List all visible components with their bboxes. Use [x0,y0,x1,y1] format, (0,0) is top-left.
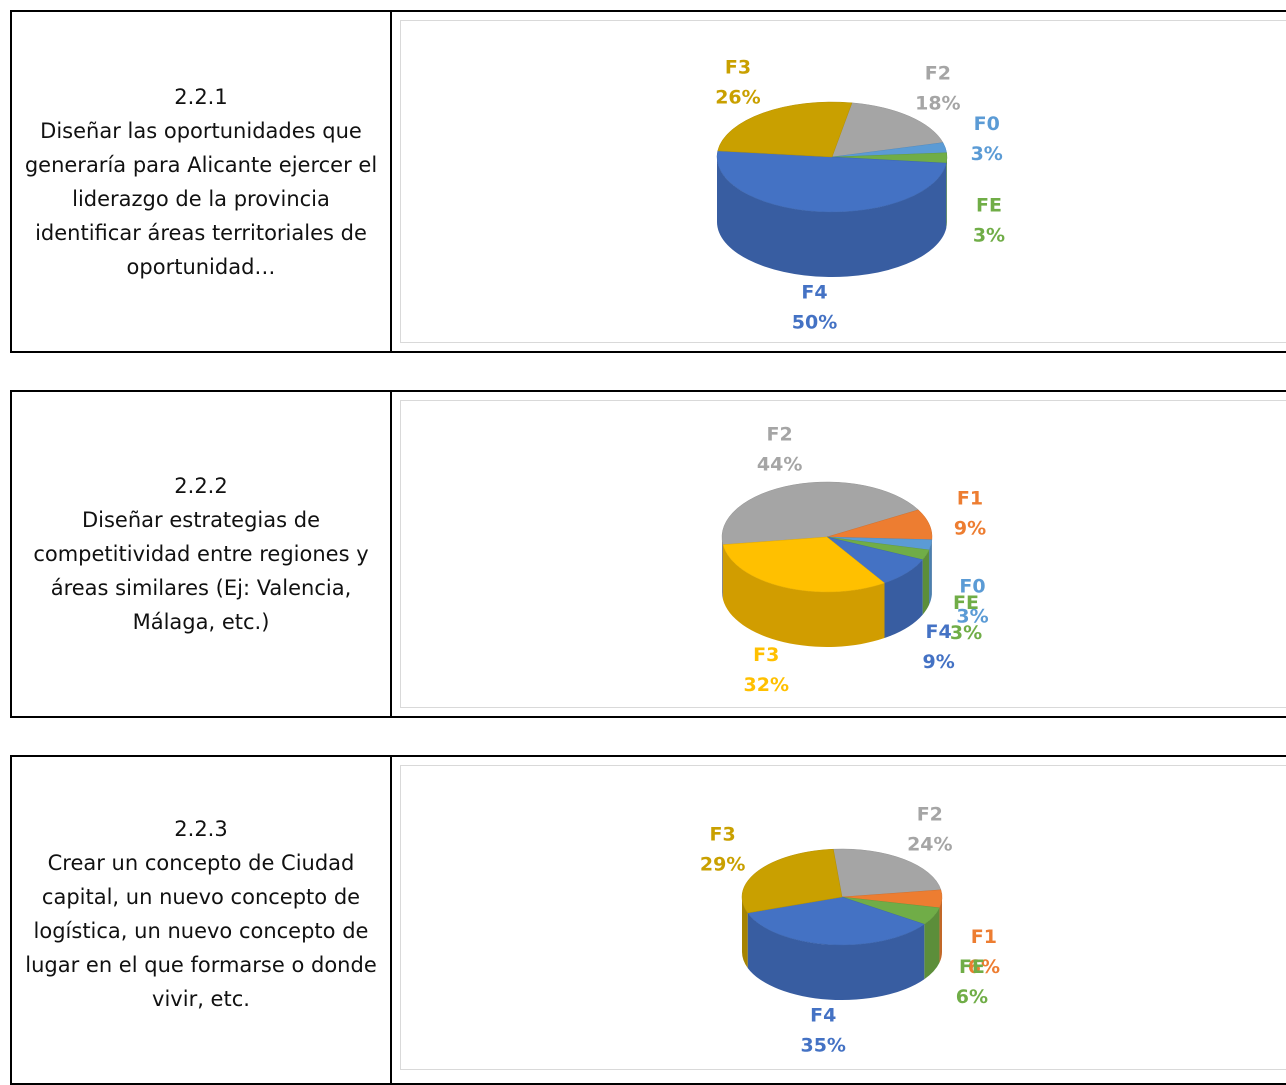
slice-label: F3 [753,644,779,666]
slice-label: FE [959,956,985,978]
slice-label: F4 [810,1004,836,1026]
code: 2.2.2 [174,469,227,503]
slice-label: F2 [917,804,943,826]
slice-value-label: 35% [800,1034,845,1056]
slice-label: F1 [957,487,983,509]
slice-value-label: 3% [973,225,1005,247]
slice-value-label: 6% [956,986,988,1008]
table: 2.2.3 Crear un concepto de Ciudad capita… [10,755,1286,1085]
table: 2.2.2 Diseñar estrategias de competitivi… [10,390,1286,718]
slice-label: F3 [725,57,751,79]
slice-value-label: 3% [950,622,982,644]
slice-value-label: 44% [757,454,802,476]
pie-slice [833,849,941,897]
slice-label: F2 [767,424,793,446]
pie-side [946,157,947,228]
slice-label: F0 [974,113,1000,135]
slice-label: F4 [801,281,827,303]
code: 2.2.3 [174,812,227,846]
slice-label: F2 [925,62,951,84]
tops [722,482,932,592]
text-cell: 2.2.3 Crear un concepto de Ciudad capita… [12,757,392,1083]
description: Diseñar estrategias de competitividad en… [20,503,382,639]
slice-value-label: 24% [907,834,952,856]
pie-side [923,550,929,615]
description: Diseñar las oportunidades que generaría … [20,114,382,284]
slice-label: F4 [926,621,952,643]
slice-value-label: 50% [792,311,837,333]
tops [717,102,947,212]
slice-label: F3 [710,824,736,846]
slice-value-label: 3% [971,143,1003,165]
slice-value-label: 32% [744,674,789,696]
table: 2.2.1 Diseñar las oportunidades que gene… [10,10,1286,353]
text-cell: 2.2.2 Diseñar estrategias de competitivi… [12,392,392,716]
pie-slice [718,102,852,157]
slice-value-label: 9% [954,517,986,539]
slice-value-label: 29% [700,854,745,876]
slice-value-label: 18% [915,92,960,114]
chart: F2 18% F0 3% FE 3% F4 50% F3 26% [392,12,1286,351]
slice-value-label: 26% [715,87,760,109]
text-cell: 2.2.1 Diseñar las oportunidades que gene… [12,12,392,351]
code: 2.2.1 [174,80,227,114]
tops [742,849,942,945]
slice-label: FE [953,592,979,614]
slice-value-label: 9% [922,651,954,673]
slice-label: FE [976,195,1002,217]
description: Crear un concepto de Ciudad capital, un … [20,846,382,1016]
pie-side [722,537,723,600]
chart-cell: F2 18% F0 3% FE 3% F4 50% F3 26% [392,12,1286,351]
slice-label: F1 [971,926,997,948]
